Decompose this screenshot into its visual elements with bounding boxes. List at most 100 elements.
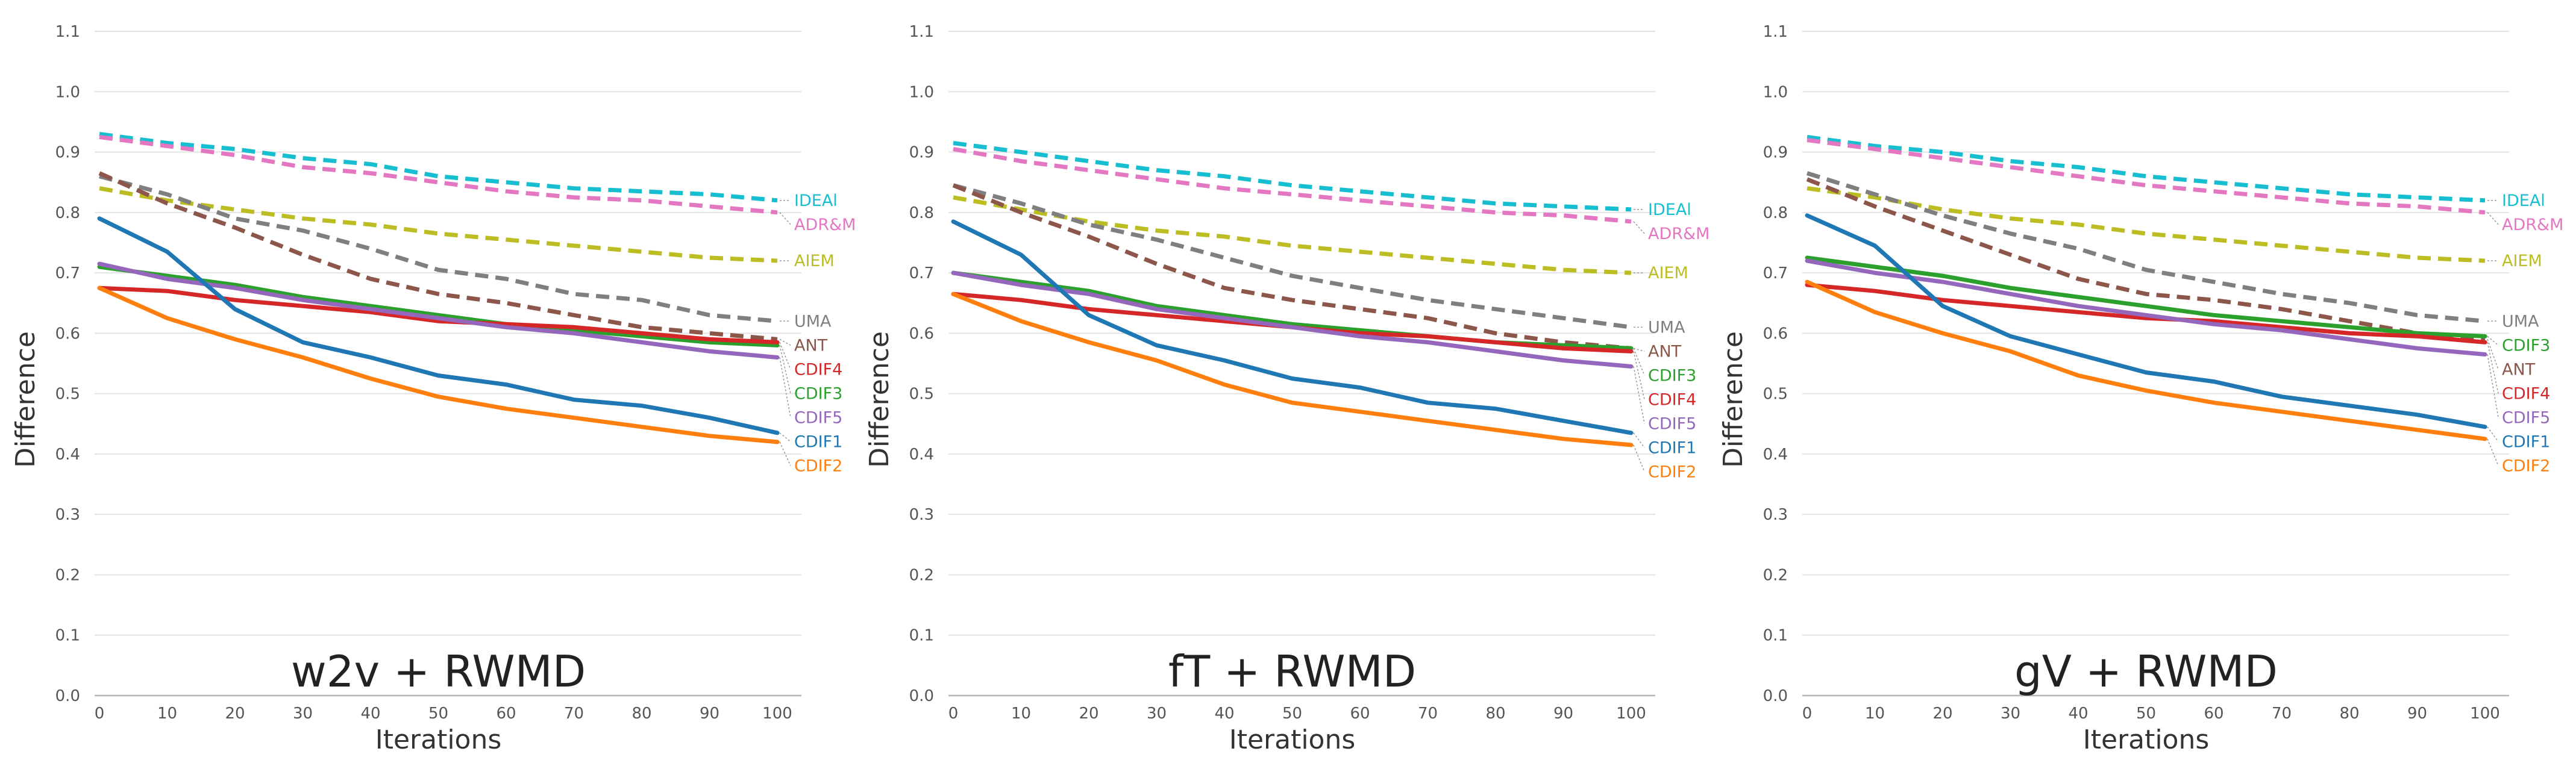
y-tick-label: 0.4 (1763, 446, 1788, 464)
y-tick-label: 0.3 (55, 506, 80, 524)
series-label-cdif3: CDIF3 (2502, 336, 2550, 355)
y-tick-label: 0.8 (1763, 204, 1788, 222)
y-tick-label: 0.8 (55, 204, 80, 222)
series-line-uma (953, 183, 1632, 329)
y-tick-label: 0.6 (1763, 325, 1788, 343)
x-tick-label: 100 (762, 705, 792, 723)
y-tick-label: 0.9 (55, 144, 80, 162)
series-label-ideal: IDEAl (1648, 201, 1691, 219)
series-label-cdif2: CDIF2 (2502, 456, 2550, 475)
x-tick-label: 40 (2068, 705, 2088, 723)
y-tick-label: 0.3 (909, 506, 934, 524)
x-tick-label: 100 (1616, 705, 1646, 723)
x-tick-label: 70 (2272, 705, 2292, 723)
series-label-cdif2: CDIF2 (794, 456, 842, 475)
y-tick-label: 0.7 (1763, 264, 1788, 282)
x-tick-label: 80 (1485, 705, 1505, 723)
series-label-cdif5: CDIF5 (2502, 408, 2550, 427)
label-leader (2487, 212, 2499, 225)
x-tick-label: 90 (700, 705, 719, 723)
label-leader (779, 345, 791, 394)
x-tick-label: 80 (2339, 705, 2359, 723)
series-label-aiem: AIEM (794, 252, 835, 270)
series-label-cdif4: CDIF4 (794, 360, 842, 379)
series-line-cdif3 (1805, 255, 2487, 338)
x-tick-label: 30 (2001, 705, 2020, 723)
series-line-cdif1 (951, 219, 1634, 435)
y-tick-label: 0.7 (909, 264, 934, 282)
series-line-ant (1806, 177, 2486, 341)
series-label-cdif3: CDIF3 (1648, 366, 1696, 385)
label-leader (1633, 444, 1645, 472)
x-tick-label: 50 (1282, 705, 1302, 723)
x-tick-label: 0 (948, 705, 959, 723)
label-leader (2487, 438, 2499, 466)
y-tick-label: 0.6 (909, 325, 934, 343)
chart-panel-3: 0.0 0.1 0.2 0.3 0.4 0.5 0.6 0.7 0.8 0.9 1.0 1.1 0 10 2… (1718, 23, 2563, 755)
series-label-adr-m: ADR&M (1648, 225, 1709, 243)
label-leader (1633, 366, 1645, 424)
x-tick-label: 100 (2470, 705, 2500, 723)
x-tick-label: 50 (428, 705, 448, 723)
series-line-ideal (1807, 135, 2486, 203)
series-line-cdif2 (951, 291, 1634, 447)
series-line-ant (98, 171, 778, 341)
y-tick-label: 0.2 (909, 566, 934, 584)
chart-panel-2: 0.0 0.1 0.2 0.3 0.4 0.5 0.6 0.7 0.8 0.9 1.0 1.1 0 10 2… (864, 23, 1709, 755)
series-line-adr-m (1807, 138, 2486, 215)
label-leader (1633, 351, 1645, 400)
y-tick-label: 1.1 (1763, 23, 1788, 41)
label-leader (1633, 432, 1645, 448)
x-tick-label: 30 (293, 705, 313, 723)
label-leader (2487, 339, 2499, 370)
x-tick-label: 50 (2136, 705, 2156, 723)
y-tick-label: 0.9 (1763, 144, 1788, 162)
y-axis-title: Difference (864, 331, 895, 468)
y-tick-label: 0.5 (55, 385, 80, 403)
series-label-ant: ANT (794, 336, 828, 355)
series-label-uma: UMA (1648, 318, 1685, 337)
y-tick-label: 0.0 (1763, 687, 1788, 705)
series-line-cdif2 (1805, 279, 2487, 441)
series-label-cdif1: CDIF1 (794, 432, 842, 451)
series-line-cdif1 (97, 216, 780, 435)
y-tick-label: 0.4 (55, 446, 80, 464)
series-label-adr-m: ADR&M (2502, 216, 2563, 234)
series-label-cdif2: CDIF2 (1648, 463, 1696, 481)
series-line-uma (1806, 171, 2486, 323)
series-line-adr-m (953, 147, 1632, 224)
series-label-ideal: IDEAl (794, 192, 838, 210)
panel-title: fT + RWMD (1168, 646, 1416, 697)
label-leader (1633, 221, 1645, 234)
x-axis-title: Iterations (1229, 724, 1356, 755)
series-label-aiem: AIEM (1648, 264, 1688, 282)
y-tick-label: 0.8 (909, 204, 934, 222)
chart-panel-1: 0.0 0.1 0.2 0.3 0.4 0.5 0.6 0.7 0.8 0.9 1.0 1.1 0 10 2… (10, 23, 856, 755)
y-tick-label: 0.7 (55, 264, 80, 282)
y-tick-label: 0.3 (1763, 506, 1788, 524)
x-tick-label: 20 (1932, 705, 1952, 723)
series-label-cdif4: CDIF4 (1648, 390, 1696, 409)
series-label-cdif5: CDIF5 (794, 408, 842, 427)
x-tick-label: 40 (360, 705, 380, 723)
series-line-cdif4 (1805, 282, 2487, 344)
y-tick-label: 0.4 (909, 446, 934, 464)
series-label-cdif3: CDIF3 (794, 384, 842, 403)
series-line-ant (952, 183, 1632, 350)
label-leader (2487, 426, 2499, 442)
label-leader (1633, 348, 1645, 376)
y-tick-label: 1.0 (55, 83, 80, 101)
series-line-cdif1 (1805, 213, 2487, 429)
series-label-ideal: IDEAl (2502, 192, 2545, 210)
series-label-cdif1: CDIF1 (1648, 438, 1696, 457)
x-tick-label: 40 (1214, 705, 1234, 723)
series-label-uma: UMA (2502, 312, 2539, 331)
label-leader (1633, 347, 1645, 352)
y-tick-label: 0.2 (55, 566, 80, 584)
x-tick-label: 60 (2204, 705, 2223, 723)
series-label-ant: ANT (1648, 342, 1682, 361)
series-line-aiem (1807, 186, 2486, 263)
series-line-adr-m (99, 135, 778, 215)
y-tick-label: 0.2 (1763, 566, 1788, 584)
